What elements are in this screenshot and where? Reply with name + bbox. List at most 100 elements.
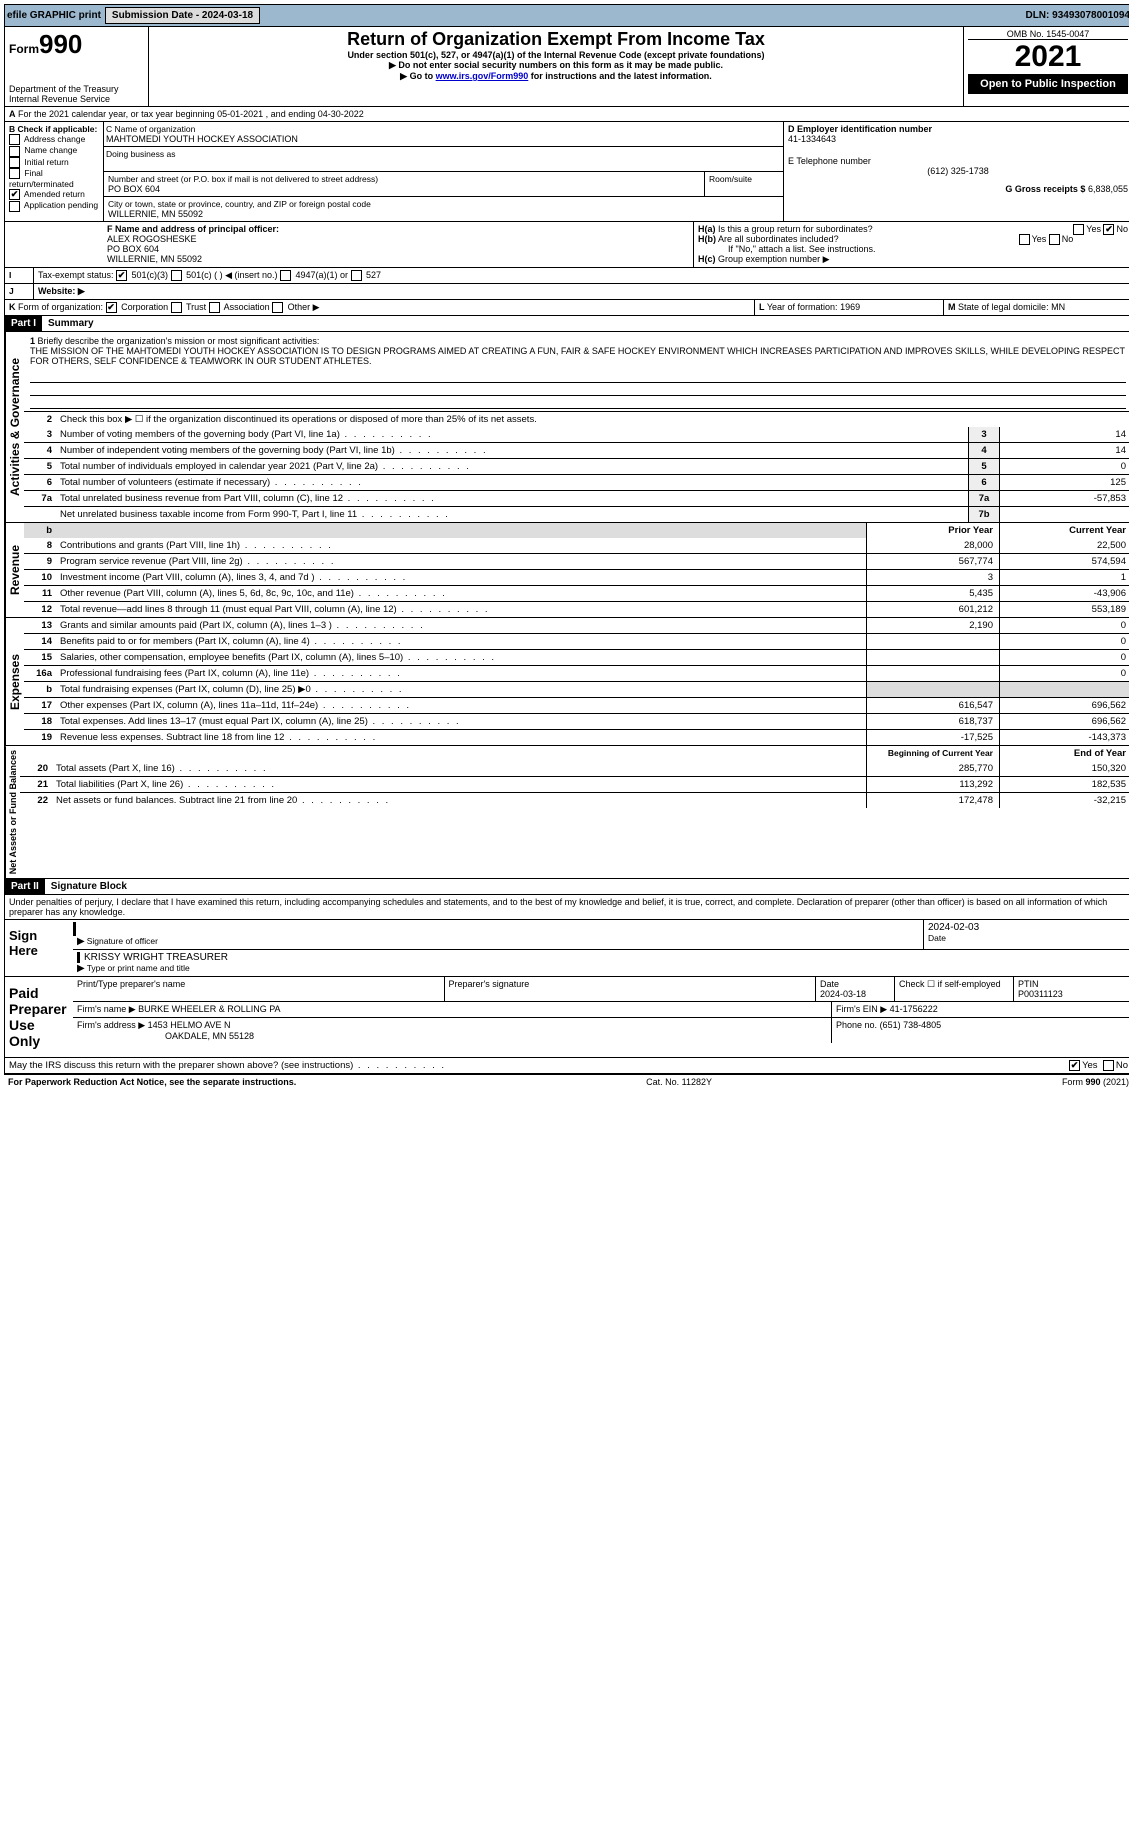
discuss-question: May the IRS discuss this return with the… bbox=[9, 1060, 446, 1071]
name-title-label: Type or print name and title bbox=[77, 963, 1128, 974]
section-b: B Check if applicable: Address change Na… bbox=[5, 122, 104, 221]
k-check-3[interactable] bbox=[272, 302, 283, 313]
b-check-5[interactable] bbox=[9, 201, 20, 212]
rev-b-cell: b bbox=[24, 523, 56, 538]
part1-badge: Part I bbox=[5, 316, 42, 331]
j-row: J Website: ▶ bbox=[4, 284, 1129, 300]
irs-link[interactable]: www.irs.gov/Form990 bbox=[436, 71, 529, 81]
tab-activities: Activities & Governance bbox=[5, 332, 24, 522]
i-label: Tax-exempt status: bbox=[38, 270, 114, 280]
tab-expenses: Expenses bbox=[5, 618, 24, 745]
bcdeg-row: B Check if applicable: Address change Na… bbox=[4, 122, 1129, 222]
street: PO BOX 604 bbox=[108, 184, 700, 194]
b-check-3[interactable] bbox=[9, 168, 20, 179]
part1-title: Summary bbox=[42, 316, 100, 331]
yes-label2: Yes bbox=[1032, 234, 1047, 244]
submission-date-btn[interactable]: Submission Date - 2024-03-18 bbox=[105, 7, 260, 24]
gross-receipts: 6,838,055 bbox=[1088, 184, 1128, 194]
c-label: C Name of organization bbox=[106, 124, 781, 134]
b-check-2[interactable] bbox=[9, 157, 20, 168]
prep-date: 2024-03-18 bbox=[820, 989, 866, 999]
paid-preparer-label: Paid Preparer Use Only bbox=[5, 977, 73, 1057]
signer-name: KRISSY WRIGHT TREASURER bbox=[84, 952, 1128, 963]
street-label: Number and street (or P.O. box if mail i… bbox=[108, 174, 700, 184]
ha-yes[interactable] bbox=[1073, 224, 1084, 235]
city-label: City or town, state or province, country… bbox=[108, 199, 779, 209]
e-label: E Telephone number bbox=[788, 156, 1128, 166]
dept-treasury: Department of the Treasury bbox=[9, 84, 144, 94]
sign-date: 2024-02-03 bbox=[928, 922, 1128, 933]
k-check-0[interactable] bbox=[106, 302, 117, 313]
phone: (612) 325-1738 bbox=[788, 166, 1128, 176]
h-note: If "No," attach a list. See instructions… bbox=[698, 244, 1128, 254]
part2-badge: Part II bbox=[5, 879, 45, 894]
sign-here-label: Sign Here bbox=[5, 920, 73, 976]
sign-date-label: Date bbox=[928, 933, 1128, 943]
line-a-text: For the 2021 calendar year, or tax year … bbox=[18, 109, 364, 119]
part1-header: Part I Summary bbox=[4, 316, 1129, 332]
firm-addr2: OAKDALE, MN 55128 bbox=[165, 1031, 254, 1041]
year-formation: 1969 bbox=[840, 302, 860, 312]
part2-title: Signature Block bbox=[45, 879, 133, 894]
officer-street: PO BOX 604 bbox=[107, 244, 159, 254]
open-inspection: Open to Public Inspection bbox=[968, 74, 1128, 94]
form-title: Return of Organization Exempt From Incom… bbox=[153, 29, 959, 50]
form-prefix: Form bbox=[9, 42, 39, 56]
firm-addr1: 1453 HELMO AVE N bbox=[148, 1020, 231, 1030]
part2-header: Part II Signature Block bbox=[4, 879, 1129, 895]
discuss-no[interactable] bbox=[1103, 1060, 1114, 1071]
sub3-pre: ▶ Go to bbox=[400, 71, 435, 81]
b-label: B Check if applicable: bbox=[9, 124, 97, 134]
b-check-1[interactable] bbox=[9, 146, 20, 157]
website-label: Website: ▶ bbox=[38, 286, 85, 296]
m-label: State of legal domicile: bbox=[958, 302, 1049, 312]
tab-netassets: Net Assets or Fund Balances bbox=[5, 746, 20, 878]
tab-revenue: Revenue bbox=[5, 523, 24, 617]
form-header: Form990 Department of the Treasury Inter… bbox=[4, 27, 1129, 107]
hb-yes[interactable] bbox=[1019, 234, 1030, 245]
k-check-2[interactable] bbox=[209, 302, 220, 313]
i-check-1[interactable] bbox=[171, 270, 182, 281]
tax-exempt-status: Tax-exempt status: 501(c)(3) 501(c) ( ) … bbox=[34, 268, 1129, 283]
officer-name: ALEX ROGOSHESKE bbox=[107, 234, 197, 244]
prep-sig-label: Preparer's signature bbox=[445, 977, 817, 1001]
discuss-yes[interactable] bbox=[1069, 1060, 1080, 1071]
yes3: Yes bbox=[1082, 1060, 1098, 1071]
sig-officer-label: Signature of officer bbox=[77, 936, 919, 947]
col-current: Current Year bbox=[999, 523, 1129, 538]
dln-label: DLN: 93493078001094 bbox=[1025, 10, 1129, 21]
line-a: A For the 2021 calendar year, or tax yea… bbox=[4, 107, 1129, 122]
footer-mid: Cat. No. 11282Y bbox=[646, 1077, 712, 1087]
b-check-4[interactable] bbox=[9, 189, 20, 200]
self-employed-check: Check ☐ if self-employed bbox=[895, 977, 1014, 1001]
prep-date-label: Date bbox=[820, 979, 839, 989]
efile-label: efile GRAPHIC print bbox=[7, 10, 101, 21]
k-check-1[interactable] bbox=[171, 302, 182, 313]
page-footer: For Paperwork Reduction Act Notice, see … bbox=[4, 1074, 1129, 1089]
ein: 41-1334643 bbox=[788, 134, 1128, 144]
i-check-0[interactable] bbox=[116, 270, 127, 281]
footer-right: Form 990 (2021) bbox=[1062, 1077, 1129, 1087]
firm-name: BURKE WHEELER & ROLLING PA bbox=[138, 1004, 280, 1014]
ptin: P00311123 bbox=[1018, 989, 1063, 999]
b-check-0[interactable] bbox=[9, 134, 20, 145]
efile-topbar: efile GRAPHIC print Submission Date - 20… bbox=[4, 4, 1129, 27]
firm-ein-label: Firm's EIN ▶ bbox=[836, 1004, 887, 1014]
i-check-2[interactable] bbox=[280, 270, 291, 281]
print-name-label: Print/Type preparer's name bbox=[73, 977, 445, 1001]
ha-no[interactable] bbox=[1103, 224, 1114, 235]
yes-label: Yes bbox=[1086, 224, 1101, 234]
ij-row: I Tax-exempt status: 501(c)(3) 501(c) ( … bbox=[4, 268, 1129, 284]
no-label2: No bbox=[1062, 234, 1074, 244]
section-expenses: Expenses 13Grants and similar amounts pa… bbox=[4, 618, 1129, 746]
firm-phone: (651) 738-4805 bbox=[880, 1020, 942, 1030]
hb-no[interactable] bbox=[1049, 234, 1060, 245]
hc-label: Group exemption number ▶ bbox=[718, 254, 829, 264]
mission-text: THE MISSION OF THE MAHTOMEDI YOUTH HOCKE… bbox=[30, 346, 1125, 366]
form-990-num: 990 bbox=[39, 29, 82, 59]
i-check-3[interactable] bbox=[351, 270, 362, 281]
klm-row: K Form of organization: Corporation Trus… bbox=[4, 300, 1129, 316]
sign-here-block: Sign Here Signature of officer 2024-02-0… bbox=[4, 920, 1129, 977]
g-label: G Gross receipts $ bbox=[1005, 184, 1085, 194]
org-name: MAHTOMEDI YOUTH HOCKEY ASSOCIATION bbox=[106, 134, 781, 144]
